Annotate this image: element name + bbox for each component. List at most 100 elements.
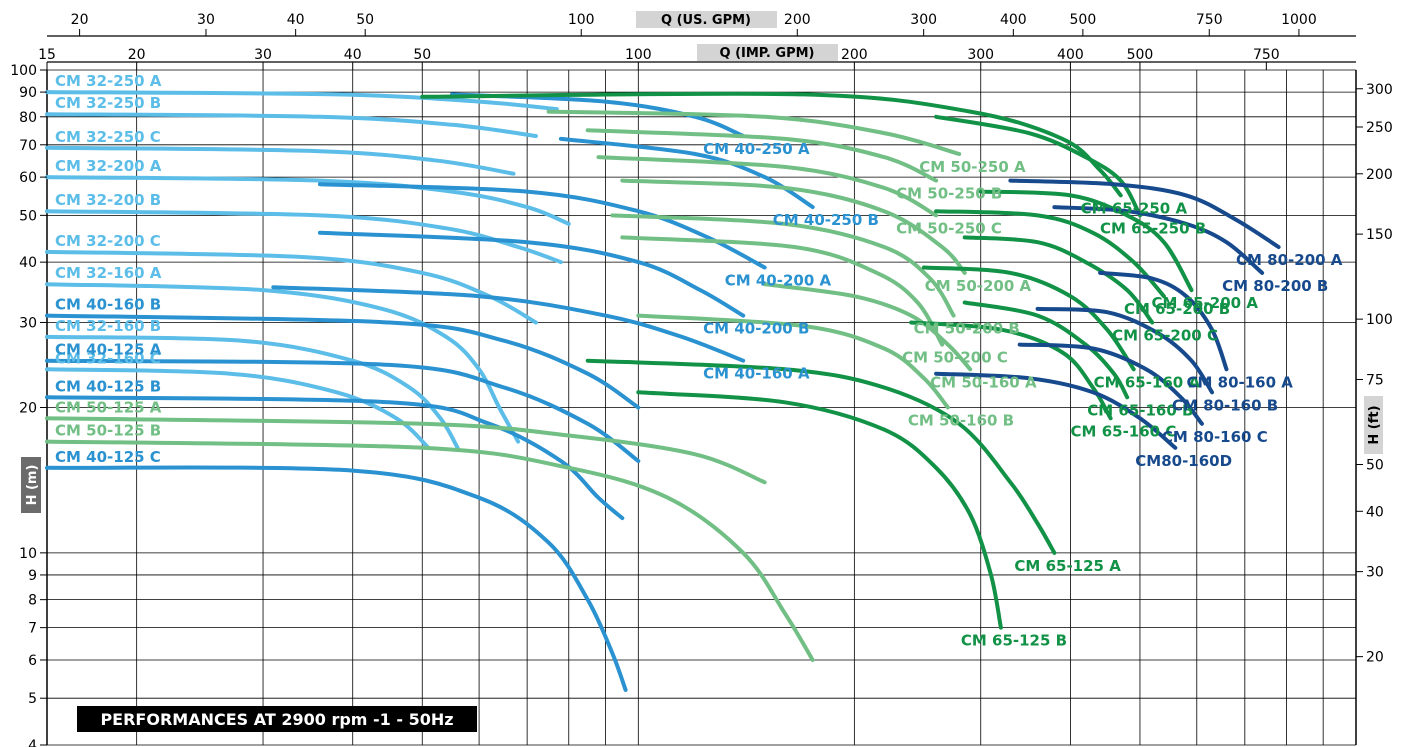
label-cm-32-250-b: CM 32-250 B — [55, 94, 161, 112]
curve-cm-65-160-a — [921, 265, 1136, 372]
curve-cm-50-125-b — [45, 439, 815, 662]
label-cm-50-160-a: CM 50-160 A — [930, 373, 1037, 391]
ft-tick-label: 100 — [1366, 312, 1393, 328]
m-tick-label: 50 — [19, 208, 37, 224]
label-cm-80-200-b: CM 80-200 B — [1222, 277, 1328, 295]
label-cm-80-160-b: CM 80-160 B — [1172, 396, 1278, 414]
us-gpm-tick-label: 300 — [910, 12, 937, 28]
imp-gpm-tick-label: 15 — [38, 47, 56, 63]
us-gpm-tick-label: 20 — [71, 12, 89, 28]
curve-cm-50-160-a — [762, 282, 973, 372]
curve-cm-32-250-a — [45, 90, 559, 112]
curve-cm80-160d — [934, 371, 1178, 450]
label-cm-32-250-a: CM 32-250 A — [55, 72, 162, 90]
label-cm-50-200-a: CM 50-200 A — [925, 277, 1032, 295]
curve-cm-32-160-c — [45, 367, 431, 450]
m-tick-label: 9 — [28, 568, 37, 584]
curve-cm-50-250-c — [596, 155, 939, 218]
m-tick-label: 10 — [19, 546, 37, 562]
imp-gpm-title: Q (IMP. GPM) — [720, 46, 815, 61]
ft-tick-label: 150 — [1366, 227, 1393, 243]
ft-tick-label: 30 — [1366, 565, 1384, 581]
label-cm-65-125-b: CM 65-125 B — [961, 632, 1067, 650]
curve-cm-50-160-b — [636, 313, 950, 410]
us-gpm-tick-label: 750 — [1196, 12, 1223, 28]
m-tick-label: 8 — [28, 593, 37, 609]
us-gpm-tick-label: 200 — [784, 12, 811, 28]
label-cm-65-200-b: CM 65-200 B — [1124, 300, 1230, 318]
curve-cm-65-200-a — [978, 189, 1194, 293]
ft-tick-label: 50 — [1366, 457, 1384, 473]
curve-cm-65-250-b — [934, 114, 1142, 218]
curve-cm-65-125-b — [636, 390, 1003, 630]
us-gpm-tick-label: 30 — [197, 12, 215, 28]
curve-cm-65-125-a — [585, 358, 1057, 555]
imp-gpm-tick-label: 40 — [344, 47, 362, 63]
curve-cm-40-125-a — [45, 358, 641, 463]
us-gpm-tick-label: 400 — [1000, 12, 1027, 28]
label-cm-40-250-a: CM 40-250 A — [703, 140, 810, 158]
curve-cm-40-200-b — [317, 230, 746, 318]
chart-title: PERFORMANCES AT 2900 rpm -1 - 50Hz — [100, 710, 453, 729]
curve-cm-80-160-c — [1017, 342, 1204, 426]
label-cm-50-200-b: CM 50-200 B — [914, 320, 1020, 338]
imp-gpm-tick-label: 50 — [413, 47, 431, 63]
m-tick-label: 70 — [19, 138, 37, 154]
us-gpm-tick-label: 1000 — [1281, 12, 1317, 28]
label-cm-40-125-c: CM 40-125 C — [55, 448, 161, 466]
curve-cm-50-200-c — [620, 235, 945, 347]
ft-tick-label: 40 — [1366, 504, 1384, 520]
m-tick-label: 90 — [19, 85, 37, 101]
label-cm-32-200-a: CM 32-200 A — [55, 157, 162, 175]
us-gpm-title-box — [636, 11, 777, 28]
label-cm-32-200-b: CM 32-200 B — [55, 191, 161, 209]
label-cm-80-160-c: CM 80-160 C — [1162, 428, 1268, 446]
label-cm-40-200-b: CM 40-200 B — [703, 320, 809, 338]
m-tick-label: 20 — [19, 401, 37, 417]
curve-cm-50-125-a — [45, 416, 767, 485]
label-cm-32-250-c: CM 32-250 C — [55, 128, 161, 146]
m-tick-label: 4 — [28, 738, 37, 747]
m-axis-title: H (m) — [25, 465, 40, 506]
ft-axis-title: H (ft) — [1367, 405, 1382, 444]
label-cm-65-200-a: CM 65-200 A — [1152, 294, 1259, 312]
ft-tick-label: 300 — [1366, 82, 1393, 98]
m-tick-label: 80 — [19, 110, 37, 126]
curve-cm-80-200-a — [1008, 178, 1281, 249]
curve-cm-32-160-a — [45, 282, 521, 444]
label-cm-65-160-c: CM 65-160 C — [1071, 422, 1177, 440]
curve-cm-80-200-b — [1052, 205, 1265, 275]
imp-gpm-tick-label: 200 — [841, 47, 868, 63]
label-cm-40-125-b: CM 40-125 B — [55, 377, 161, 395]
label-cm-65-250-a: CM 65-250 A — [1081, 199, 1188, 217]
curve-cm-50-250-a — [546, 109, 962, 156]
m-tick-label: 30 — [19, 315, 37, 331]
curve-cm-80-160-a — [1098, 270, 1229, 372]
label-cm-40-250-b: CM 40-250 B — [773, 211, 879, 229]
label-cm-50-160-b: CM 50-160 B — [908, 412, 1014, 430]
curve-cm-50-200-b — [610, 213, 956, 318]
curve-cm-32-160-b — [45, 334, 460, 450]
imp-gpm-tick-label: 20 — [128, 47, 146, 63]
ft-tick-label: 75 — [1366, 372, 1384, 388]
label-cm-40-200-a: CM 40-200 A — [725, 271, 832, 289]
label-cm-32-200-c: CM 32-200 C — [55, 232, 161, 250]
curves — [45, 90, 1281, 692]
curve-labels: CM 32-250 A CM 32-250 B CM 32-250 C CM 32-2… — [55, 72, 1343, 650]
imp-gpm-tick-label: 100 — [625, 47, 652, 63]
label-cm-50-250-c: CM 50-250 C — [896, 219, 1002, 237]
imp-gpm-tick-label: 300 — [967, 47, 994, 63]
label-cm-32-160-b: CM 32-160 B — [55, 317, 161, 335]
curve-cm-32-250-c — [45, 145, 516, 176]
m-tick-label: 100 — [10, 63, 37, 79]
ft-tick-label: 20 — [1366, 650, 1384, 666]
label-cm80-160d: CM80-160D — [1135, 452, 1232, 470]
curve-cm-65-250-a — [420, 91, 1123, 198]
m-tick-label: 6 — [28, 653, 37, 669]
imp-gpm-title-box — [697, 44, 838, 61]
label-cm-65-250-b: CM 65-250 B — [1100, 219, 1206, 237]
m-axis-title-box — [21, 457, 41, 513]
us-gpm-title: Q (US. GPM) — [661, 13, 751, 28]
imp-gpm-axis: 15 20 30 40 50 100 200 300 400 500 750 — [38, 47, 1356, 70]
curve-cm-50-250-b — [585, 128, 939, 183]
